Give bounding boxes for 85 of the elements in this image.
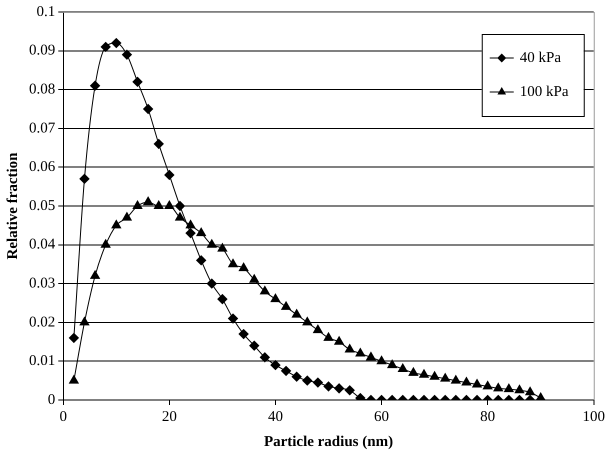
point	[132, 76, 143, 87]
x-tick-label: 60	[374, 408, 390, 425]
point	[430, 371, 440, 380]
point	[366, 352, 376, 360]
point	[260, 352, 270, 362]
point	[270, 294, 280, 302]
point	[482, 380, 492, 390]
point	[344, 344, 355, 353]
y-tick-label: 0.01	[29, 353, 56, 370]
point	[260, 286, 270, 294]
point	[440, 373, 450, 382]
point	[376, 356, 386, 364]
point	[206, 239, 217, 248]
point	[292, 309, 302, 318]
legend-label: 40 kPa	[520, 50, 562, 66]
point	[68, 332, 79, 343]
y-tick-label: 0.02	[29, 314, 56, 330]
point	[111, 38, 122, 48]
y-tick-label: 0.1	[36, 4, 56, 20]
point	[164, 170, 174, 180]
point	[132, 200, 142, 209]
y-tick-label: 0.08	[29, 82, 56, 98]
point	[408, 367, 418, 376]
point	[398, 363, 408, 372]
legend-label: 100 kPa	[520, 84, 569, 100]
point	[175, 212, 185, 221]
point	[186, 220, 196, 228]
point	[69, 375, 79, 384]
point	[154, 200, 164, 209]
point	[111, 220, 122, 228]
point	[504, 384, 514, 392]
point	[154, 138, 164, 149]
point	[100, 42, 111, 52]
point	[100, 239, 111, 248]
point	[196, 228, 206, 236]
point	[143, 104, 154, 114]
y-axis-title: Relative fraction	[4, 152, 21, 260]
x-tick-label: 20	[162, 408, 177, 425]
y-tick-label: 0	[48, 392, 56, 408]
point	[450, 375, 461, 384]
x-tick-label: 100	[582, 408, 605, 425]
point	[122, 50, 132, 60]
point	[387, 360, 397, 368]
point	[472, 378, 482, 388]
y-tick-label: 0.03	[29, 276, 56, 292]
point	[281, 301, 291, 310]
point	[493, 382, 504, 392]
point	[281, 366, 292, 376]
point	[90, 270, 100, 279]
y-tick-label: 0.09	[29, 42, 56, 59]
y-tick-label: 0.06	[29, 159, 56, 176]
x-tick-label: 40	[268, 408, 283, 425]
y-tick-label: 0.05	[29, 198, 56, 214]
x-axis-title: Particle radius (nm)	[264, 434, 394, 450]
point	[514, 384, 524, 394]
y-tick-label: 0.04	[29, 236, 56, 253]
point	[324, 332, 334, 341]
point	[122, 212, 132, 221]
point	[206, 278, 217, 289]
point	[249, 340, 260, 351]
point	[80, 316, 90, 326]
point	[164, 200, 174, 209]
point	[356, 348, 366, 356]
point	[186, 228, 196, 238]
x-tick-label: 80	[480, 408, 496, 425]
point	[90, 80, 100, 91]
point	[228, 314, 238, 324]
point	[419, 369, 429, 378]
point	[334, 336, 344, 345]
point	[249, 274, 260, 283]
point	[196, 255, 206, 266]
point	[238, 262, 248, 272]
point	[79, 174, 90, 184]
x-tick-label: 0	[60, 408, 67, 425]
point	[462, 377, 472, 386]
point	[525, 386, 535, 396]
point	[228, 258, 238, 268]
point	[174, 201, 185, 211]
point	[217, 294, 228, 304]
point	[218, 243, 228, 252]
point	[324, 381, 334, 392]
y-tick-label: 0.07	[29, 120, 56, 136]
point	[302, 316, 312, 326]
point	[143, 196, 153, 206]
point	[313, 324, 323, 334]
